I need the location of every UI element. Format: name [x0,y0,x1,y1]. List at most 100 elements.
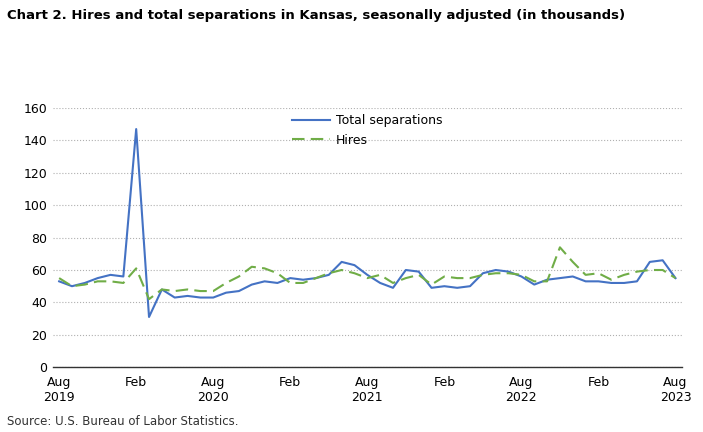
Total separations [145,314,153,320]
Hires [363,276,371,281]
Hires [81,282,89,287]
Total separations [350,263,359,268]
Total separations [247,282,256,287]
Hires [183,287,192,292]
Hires [453,276,461,281]
Total separations [363,272,371,277]
Hires [530,279,538,284]
Hires [273,270,282,276]
Hires [145,296,153,302]
Total separations [325,272,333,277]
Line: Total separations: Total separations [59,129,676,317]
Hires [504,270,512,276]
Total separations [543,277,551,283]
Total separations [81,280,89,286]
Hires [311,276,320,281]
Total separations [389,285,397,290]
Hires [299,280,307,286]
Total separations [222,290,231,295]
Total separations [183,293,192,299]
Hires [581,272,590,277]
Hires [325,270,333,276]
Total separations [415,269,423,274]
Total separations [440,283,449,289]
Total separations [196,295,205,300]
Total separations [106,272,115,277]
Hires [607,277,616,283]
Total separations [401,267,410,273]
Total separations [555,276,564,281]
Hires [132,266,141,271]
Hires [671,276,680,281]
Hires [93,279,102,284]
Hires [106,279,115,284]
Hires [427,282,436,287]
Total separations [594,279,602,284]
Hires [645,267,654,273]
Total separations [55,279,63,284]
Hires [517,272,526,277]
Hires [67,283,76,289]
Total separations [311,276,320,281]
Total separations [376,280,385,286]
Hires [260,266,269,271]
Hires [440,274,449,279]
Hires [209,289,217,294]
Total separations [491,267,500,273]
Total separations [607,280,616,286]
Total separations [645,259,654,264]
Hires [543,279,551,284]
Total separations [67,283,76,289]
Hires [247,264,256,270]
Hires [569,259,577,264]
Hires [491,270,500,276]
Hires [620,272,628,277]
Total separations [504,269,512,274]
Total separations [453,285,461,290]
Line: Hires: Hires [59,247,676,299]
Total separations [273,280,282,286]
Hires [235,274,243,279]
Total separations [286,276,295,281]
Total separations [633,279,641,284]
Hires [659,267,667,273]
Hires [555,245,564,250]
Hires [157,287,166,292]
Total separations [671,276,680,281]
Hires [286,280,295,286]
Legend: Total separations, Hires: Total separations, Hires [292,114,442,146]
Total separations [260,279,269,284]
Total separations [530,282,538,287]
Hires [401,276,410,281]
Total separations [157,287,166,292]
Hires [466,276,475,281]
Total separations [659,257,667,263]
Total separations [581,279,590,284]
Hires [376,272,385,277]
Hires [389,280,397,286]
Total separations [132,127,141,132]
Total separations [93,276,102,281]
Total separations [209,295,217,300]
Total separations [119,274,127,279]
Total separations [235,289,243,294]
Hires [337,267,346,273]
Hires [594,270,602,276]
Hires [479,272,487,277]
Total separations [569,274,577,279]
Text: Chart 2. Hires and total separations in Kansas, seasonally adjusted (in thousand: Chart 2. Hires and total separations in … [7,9,625,22]
Total separations [299,277,307,283]
Hires [633,269,641,274]
Total separations [479,270,487,276]
Total separations [517,274,526,279]
Hires [415,272,423,277]
Hires [171,289,179,294]
Total separations [466,283,475,289]
Text: Source: U.S. Bureau of Labor Statistics.: Source: U.S. Bureau of Labor Statistics. [7,415,238,428]
Total separations [171,295,179,300]
Total separations [620,280,628,286]
Hires [222,280,231,286]
Hires [55,276,63,281]
Hires [350,270,359,276]
Hires [119,280,127,286]
